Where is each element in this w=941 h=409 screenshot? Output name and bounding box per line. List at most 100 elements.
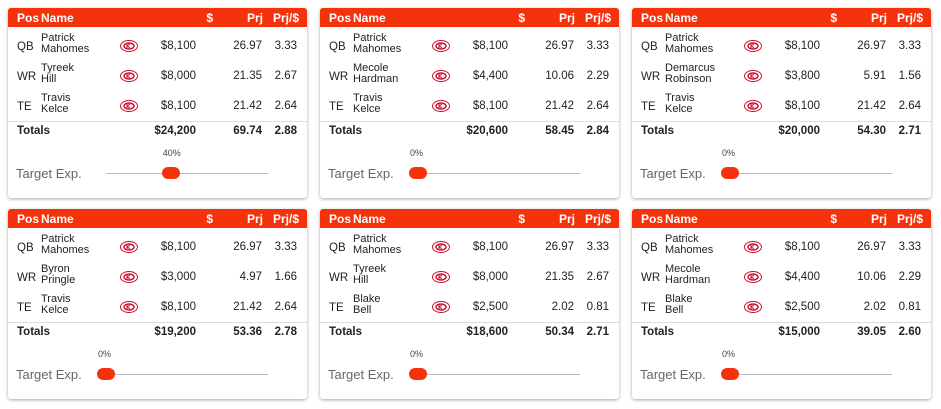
player-proj: 10.06 — [857, 271, 886, 283]
player-proj: 26.97 — [545, 40, 574, 52]
player-proj: 2.02 — [551, 301, 574, 313]
player-last-name: Mahomes — [665, 43, 714, 55]
totals-label: Totals — [17, 125, 51, 137]
player-proj: 26.97 — [233, 241, 262, 253]
chiefs-logo-icon — [432, 271, 450, 283]
player-salary: $3,000 — [160, 271, 196, 283]
player-pps: 3.33 — [586, 40, 609, 52]
exposure-slider-track[interactable] — [106, 173, 268, 174]
player-row[interactable]: QB Patrick Mahomes $8,100 26.97 3.33 — [320, 31, 619, 61]
player-row[interactable]: TE Blake Bell $2,500 2.02 0.81 — [320, 292, 619, 322]
player-first-name: Tyreek — [41, 62, 75, 74]
header-pps: Prj/$ — [896, 11, 923, 25]
player-name: Travis Kelce — [41, 93, 71, 115]
player-first-name: Patrick — [665, 233, 699, 245]
player-last-name: Hill — [353, 274, 369, 286]
player-salary: $8,100 — [472, 241, 508, 253]
player-row[interactable]: TE Travis Kelce $8,100 21.42 2.64 — [8, 292, 307, 322]
target-exposure-label: Target Exp. — [16, 166, 82, 181]
player-pps: 2.29 — [586, 70, 609, 82]
header-name: Name — [353, 11, 386, 25]
exposure-slider-thumb[interactable] — [721, 368, 739, 380]
exposure-slider-track[interactable] — [418, 374, 580, 375]
player-pps: 0.81 — [898, 301, 921, 313]
player-row[interactable]: QB Patrick Mahomes $8,100 26.97 3.33 — [8, 31, 307, 61]
player-row[interactable]: TE Blake Bell $2,500 2.02 0.81 — [632, 292, 931, 322]
totals-pps: 2.88 — [274, 125, 297, 137]
player-row[interactable]: QB Patrick Mahomes $8,100 26.97 3.33 — [8, 232, 307, 262]
player-row[interactable]: WR Mecole Hardman $4,400 10.06 2.29 — [320, 61, 619, 91]
player-row[interactable]: QB Patrick Mahomes $8,100 26.97 3.33 — [632, 232, 931, 262]
player-first-name: Travis — [665, 92, 695, 104]
player-pos: WR — [641, 272, 661, 284]
totals-label: Totals — [17, 326, 51, 338]
player-pos: TE — [641, 101, 656, 113]
exposure-slider-thumb[interactable] — [721, 167, 739, 179]
player-row[interactable]: TE Travis Kelce $8,100 21.42 2.64 — [320, 91, 619, 121]
exposure-slider-area: 40% Target Exp. — [8, 142, 307, 192]
header-name: Name — [665, 11, 698, 25]
player-salary: $2,500 — [472, 301, 508, 313]
player-pps: 2.64 — [586, 100, 609, 112]
player-row[interactable]: QB Patrick Mahomes $8,100 26.97 3.33 — [632, 31, 931, 61]
player-proj: 21.42 — [233, 301, 262, 313]
player-pos: QB — [17, 242, 34, 254]
exposure-slider-track[interactable] — [730, 374, 892, 375]
player-row[interactable]: QB Patrick Mahomes $8,100 26.97 3.33 — [320, 232, 619, 262]
player-name: Tyreek Hill — [353, 264, 386, 286]
player-first-name: Blake — [353, 293, 381, 305]
player-pps: 2.67 — [274, 70, 297, 82]
header-proj: Prj — [558, 212, 575, 226]
exposure-slider-track[interactable] — [418, 173, 580, 174]
player-salary: $2,500 — [784, 301, 820, 313]
table-header: Pos Name $ Prj Prj/$ — [8, 8, 307, 27]
exposure-slider-thumb[interactable] — [161, 167, 180, 179]
player-name: Patrick Mahomes — [353, 234, 401, 256]
player-pos: WR — [641, 71, 661, 83]
lineup-card: Pos Name $ Prj Prj/$ QB Patrick Mahomes $… — [632, 209, 931, 399]
exposure-slider-thumb[interactable] — [97, 368, 115, 380]
header-pos: Pos — [329, 212, 352, 226]
exposure-slider-track[interactable] — [730, 173, 892, 174]
player-row[interactable]: WR Demarcus Robinson $3,800 5.91 1.56 — [632, 61, 931, 91]
exposure-value: 40% — [162, 148, 181, 158]
player-salary: $8,000 — [472, 271, 508, 283]
player-row[interactable]: WR Tyreek Hill $8,000 21.35 2.67 — [320, 262, 619, 292]
player-row[interactable]: TE Travis Kelce $8,100 21.42 2.64 — [632, 91, 931, 121]
player-proj: 26.97 — [857, 241, 886, 253]
player-name: Blake Bell — [353, 294, 381, 316]
player-last-name: Bell — [353, 304, 372, 316]
header-proj: Prj — [558, 11, 575, 25]
player-pps: 2.29 — [898, 271, 921, 283]
totals-pps: 2.71 — [898, 125, 921, 137]
totals-pps: 2.84 — [586, 125, 609, 137]
totals-row: Totals $19,200 53.36 2.78 — [8, 322, 307, 343]
player-pos: WR — [17, 272, 37, 284]
header-proj: Prj — [870, 212, 887, 226]
player-proj: 10.06 — [545, 70, 574, 82]
player-pps: 1.56 — [898, 70, 921, 82]
exposure-slider-track[interactable] — [106, 374, 268, 375]
totals-proj: 58.45 — [545, 125, 574, 137]
player-row[interactable]: WR Mecole Hardman $4,400 10.06 2.29 — [632, 262, 931, 292]
header-pos: Pos — [641, 212, 664, 226]
player-row[interactable]: TE Travis Kelce $8,100 21.42 2.64 — [8, 91, 307, 121]
player-pos: WR — [17, 71, 37, 83]
player-salary: $8,000 — [160, 70, 196, 82]
player-pos: QB — [17, 41, 34, 53]
exposure-slider-thumb[interactable] — [409, 167, 427, 179]
player-proj: 2.02 — [863, 301, 886, 313]
chiefs-logo-icon — [120, 241, 138, 253]
target-exposure-label: Target Exp. — [16, 367, 82, 382]
player-pps: 2.64 — [274, 301, 297, 313]
player-last-name: Kelce — [353, 103, 381, 115]
totals-proj: 50.34 — [545, 326, 574, 338]
player-salary: $8,100 — [784, 40, 820, 52]
player-first-name: Travis — [41, 92, 71, 104]
player-last-name: Kelce — [665, 103, 693, 115]
player-row[interactable]: WR Tyreek Hill $8,000 21.35 2.67 — [8, 61, 307, 91]
player-row[interactable]: WR Byron Pringle $3,000 4.97 1.66 — [8, 262, 307, 292]
exposure-slider-thumb[interactable] — [409, 368, 427, 380]
header-salary: $ — [206, 11, 213, 25]
player-name: Tyreek Hill — [41, 63, 74, 85]
